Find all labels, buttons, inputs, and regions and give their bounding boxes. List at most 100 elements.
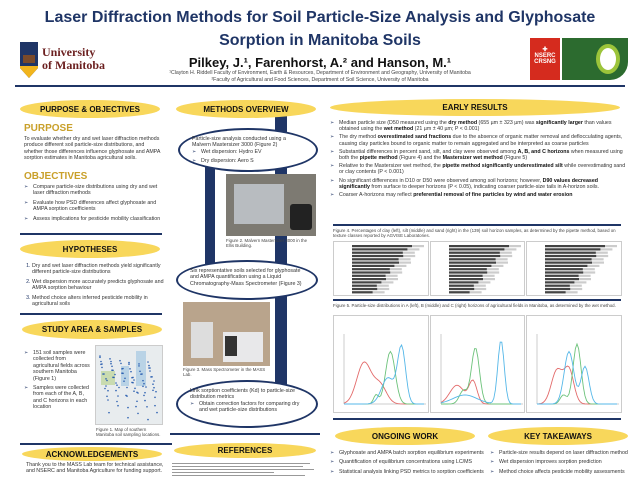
result-emphasis: D90 values decreased significantly (339, 177, 599, 190)
objective-item: Assess implications for pesticide mobili… (24, 216, 166, 223)
hypothesis-item: Method choice alters inferred pesticide … (32, 295, 164, 308)
bar (448, 278, 483, 281)
bar (352, 264, 395, 267)
sample-point (148, 364, 150, 367)
references-list (172, 461, 317, 478)
sample-point (106, 379, 108, 382)
nserc-logo: ✚ NSERC CRSNG (530, 38, 560, 80)
bison-shield-icon (20, 42, 38, 78)
sample-point (145, 386, 147, 388)
result-emphasis: pipette method significantly underestima… (442, 163, 563, 170)
hypotheses-header: HYPOTHESES (20, 240, 160, 258)
sample-point (109, 358, 111, 360)
bar (352, 291, 373, 294)
step-1-sub: Dry dispersion: Aero S (192, 158, 304, 165)
sample-point (155, 390, 157, 393)
sample-point (119, 359, 121, 362)
bar (545, 245, 606, 248)
bar (545, 281, 575, 284)
sample-point (141, 373, 143, 375)
bar (448, 258, 496, 261)
sample-point (154, 396, 156, 399)
sample-point (117, 404, 119, 407)
sample-point (101, 366, 103, 369)
takeaway-item: Wet dispersion improves sorption predict… (490, 459, 635, 466)
sample-point (132, 376, 134, 379)
sample-point (115, 389, 117, 392)
sample-point (118, 386, 120, 389)
sample-point (133, 390, 135, 392)
figure-1-caption: Figure 1. Map of southern Manitoba soil … (96, 427, 161, 438)
result-emphasis: pipette method (359, 155, 398, 162)
sample-point (144, 399, 146, 402)
result-text: The dry method (339, 134, 378, 141)
sample-point (133, 379, 135, 381)
result-text: from surface to deeper horizons (P < 0.0… (369, 183, 600, 190)
sample-point (128, 361, 130, 364)
figure-5-panel (526, 315, 623, 413)
sample-point (142, 379, 144, 382)
sample-point (144, 391, 146, 394)
sample-point (100, 360, 102, 363)
sample-point (100, 363, 102, 366)
result-emphasis: Mastersizer wet method (442, 155, 503, 162)
sample-point (126, 386, 128, 389)
bar (352, 254, 404, 258)
ongoing-work-header: ONGOING WORK (335, 427, 475, 445)
sample-point (123, 380, 125, 382)
bar (545, 251, 597, 254)
objective-item: Compare particle-size distributions usin… (24, 184, 166, 197)
result-emphasis: significantly larger (535, 120, 583, 126)
result-text: than values obtained using the (339, 120, 612, 133)
sample-point (139, 370, 141, 373)
takeaways-list: Particle-size results depend on laser di… (490, 450, 635, 478)
study-list: 151 soil samples were collected from agr… (24, 350, 92, 414)
authors: Pilkey, J.¹, Farenhorst, A.² and Hanson,… (188, 55, 452, 70)
bar (545, 268, 584, 271)
title-line-2: Sorption in Manitoba Soils (219, 32, 421, 49)
university-of-manitoba-logo: University of Manitoba (18, 40, 118, 80)
bar (352, 268, 390, 271)
step-3-sub: Obtain correction factors for comparing … (190, 401, 304, 414)
bar (448, 281, 479, 284)
sample-point (156, 411, 158, 414)
sample-point (122, 367, 124, 370)
figure-1-map (95, 345, 163, 425)
bar (352, 278, 386, 281)
sample-point (143, 394, 145, 397)
ongoing-item: Quantification of equilibrium concentrat… (330, 459, 488, 466)
sample-point (142, 385, 144, 388)
takeaway-item: Method choice affects pesticide mobility… (490, 469, 635, 476)
sample-point (148, 367, 150, 369)
figure-5-panel (333, 315, 429, 413)
sample-point (152, 383, 154, 385)
result-emphasis: wet method (383, 126, 414, 133)
study-area-header: STUDY AREA & SAMPLES (22, 320, 162, 339)
sample-point (137, 412, 139, 415)
takeaway-item: Particle-size results depend on laser di… (490, 450, 635, 457)
bar (448, 248, 505, 251)
references-header: REFERENCES (174, 443, 316, 458)
sample-point (103, 373, 105, 375)
sample-point (99, 356, 101, 359)
ongoing-list: Glyphosate and AMPA batch sorption equil… (330, 450, 488, 478)
university-logo-text: University of Manitoba (42, 45, 105, 72)
sample-point (124, 377, 126, 380)
result-text: Coarser A-horizons may reflect (339, 192, 414, 199)
sample-point (134, 387, 136, 390)
divider (20, 443, 172, 445)
purpose-title: PURPOSE (24, 123, 73, 134)
figure-5-line-charts (333, 315, 623, 413)
bar (545, 248, 601, 251)
result-text: (655 µm ± 323 µm) was (477, 120, 536, 126)
ongoing-item: Statistical analysis linking PSD metrics… (330, 469, 488, 476)
sample-point (127, 416, 129, 419)
result-text: Relative to the Mastersizer wet method, … (339, 163, 443, 170)
sample-point (154, 404, 156, 407)
sample-point (115, 382, 117, 384)
bar (352, 274, 386, 277)
partner-logo (562, 38, 628, 80)
bar (352, 248, 408, 251)
bar (352, 281, 382, 284)
bar (545, 274, 579, 277)
